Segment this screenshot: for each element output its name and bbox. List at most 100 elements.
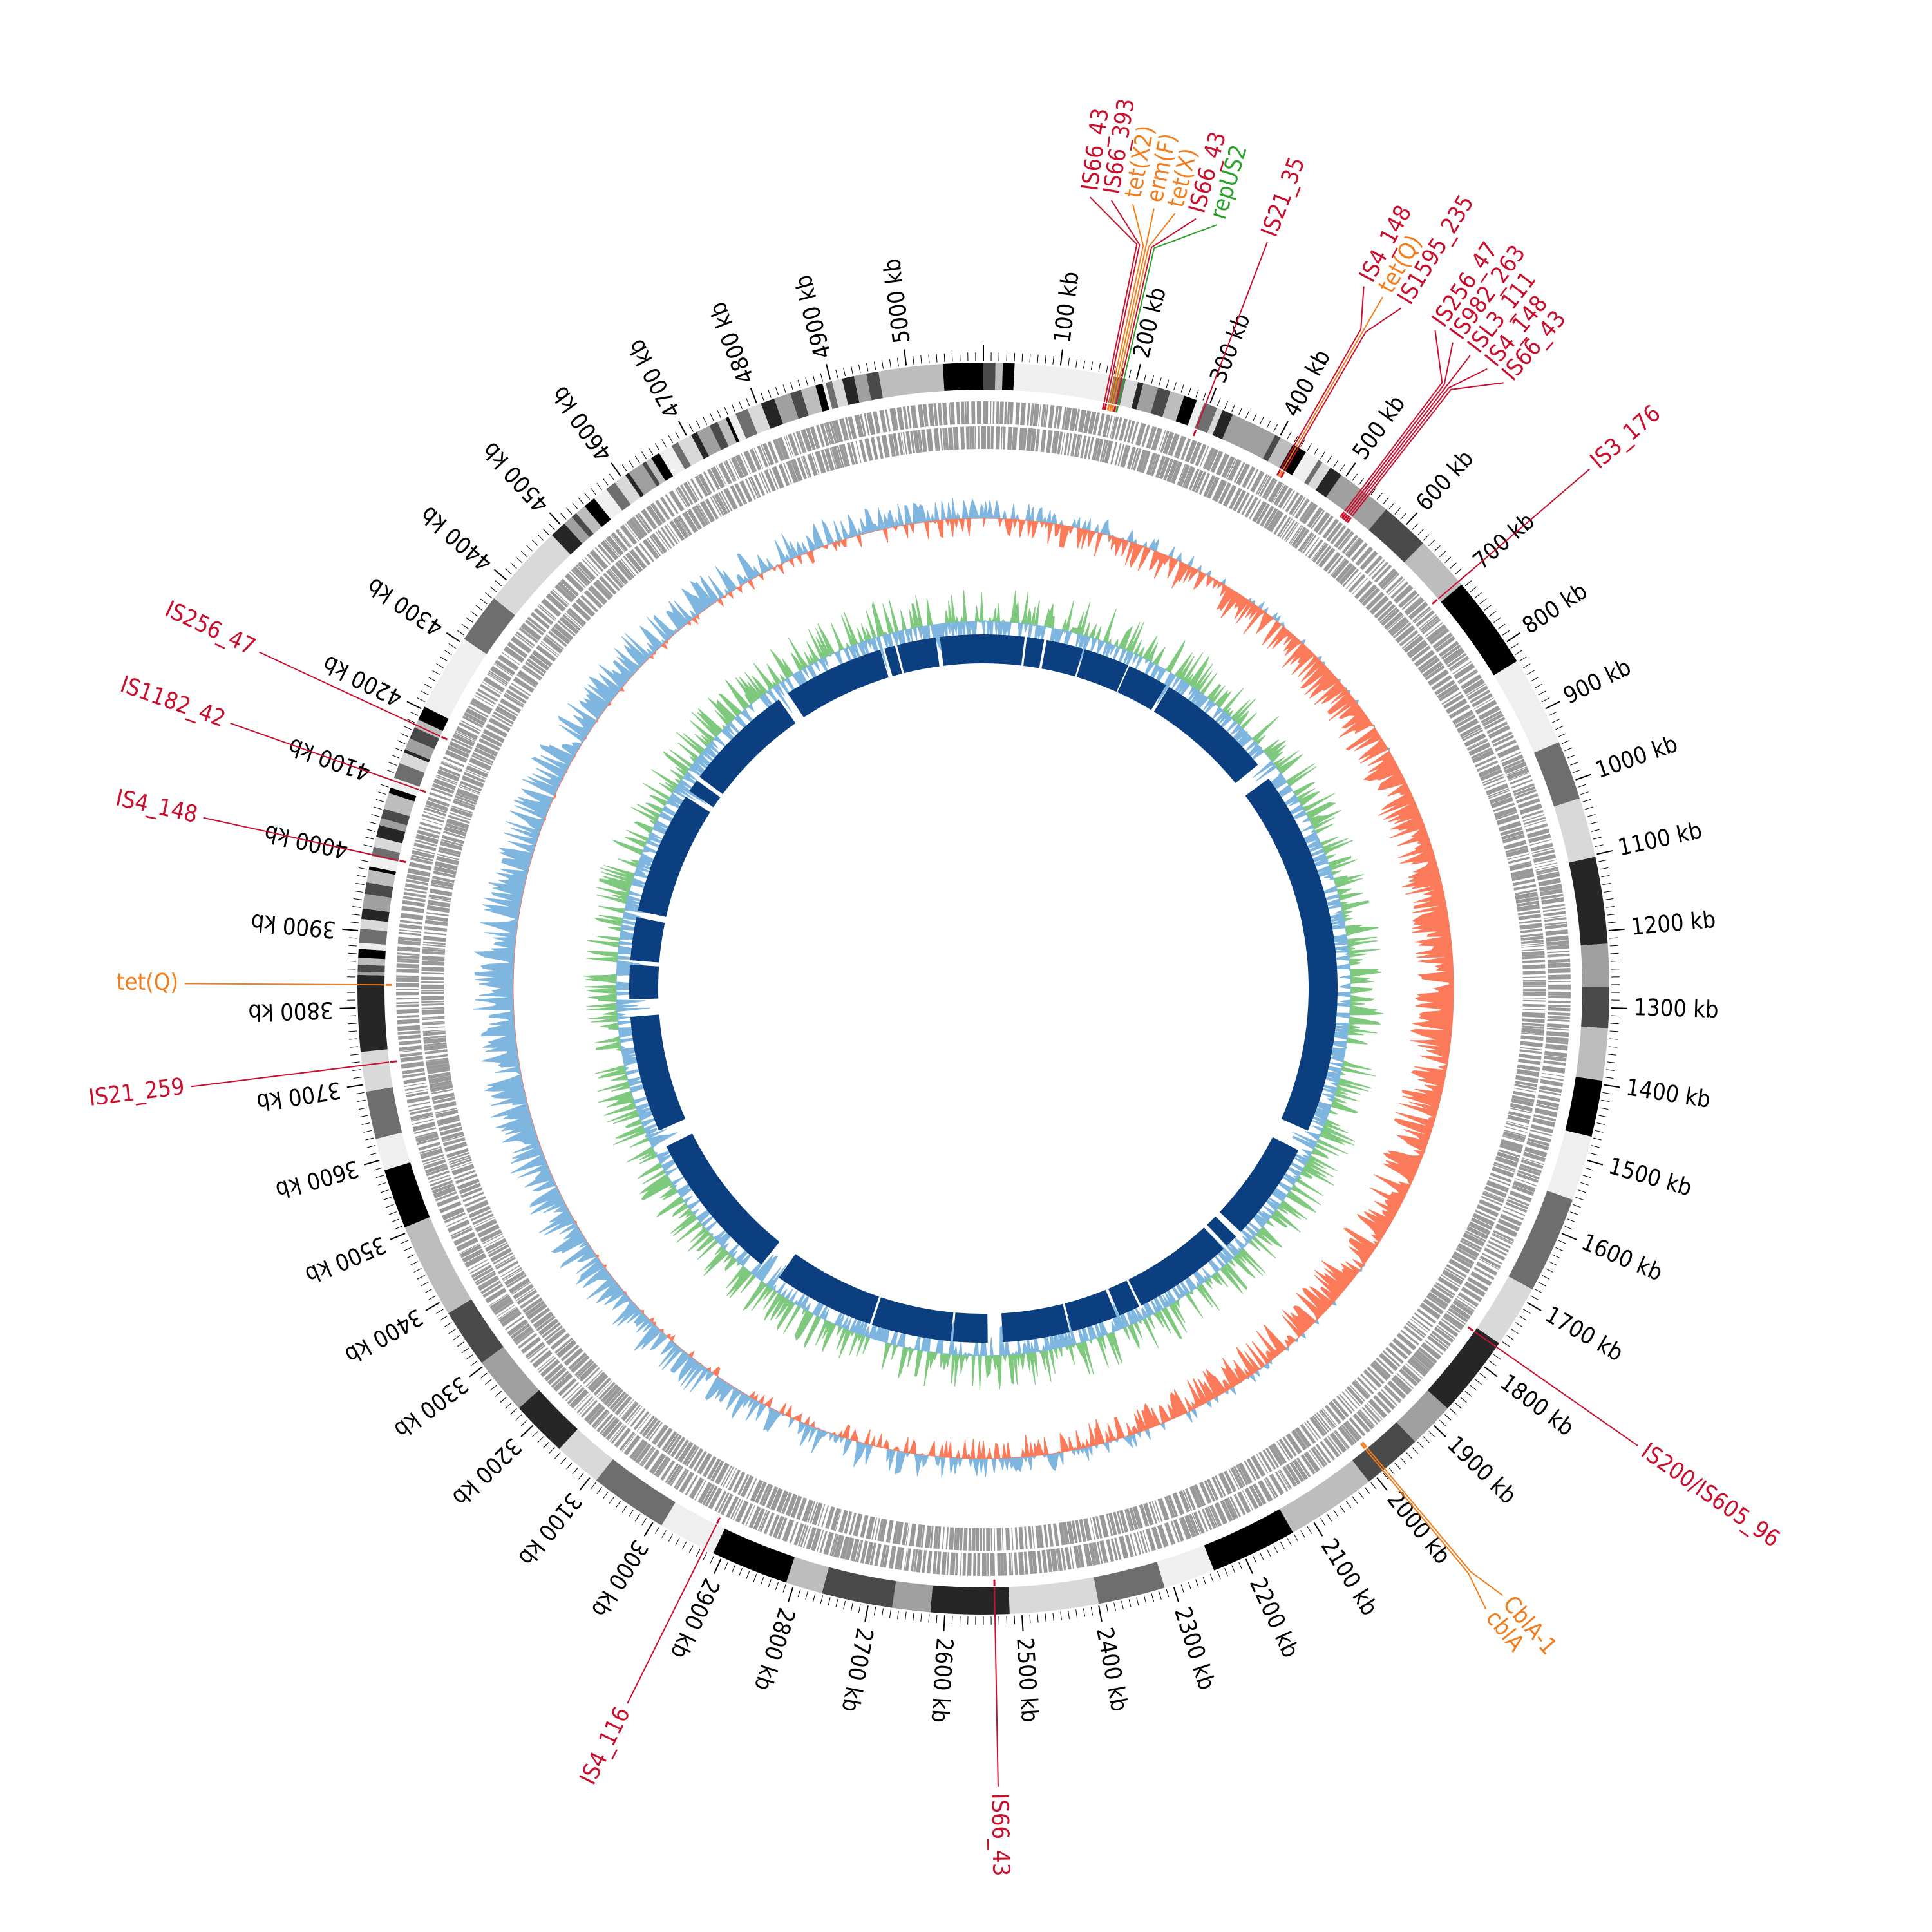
cds-feature (396, 977, 419, 983)
contig-segment (361, 908, 390, 922)
tick-mark (400, 733, 409, 737)
cds-feature (1315, 1443, 1331, 1464)
cds-feature (1035, 1525, 1041, 1548)
cds-feature (430, 1084, 453, 1092)
cds-feature (1496, 814, 1520, 826)
cds-feature (1522, 1003, 1546, 1007)
tick-mark (369, 1152, 378, 1156)
cds-feature (471, 697, 493, 713)
cds-feature (1071, 1520, 1078, 1544)
contig-segment (576, 506, 602, 534)
cds-feature (422, 1021, 445, 1026)
feature-leader-line (1282, 296, 1383, 471)
cds-feature (1256, 1454, 1269, 1474)
cds-feature (1074, 408, 1081, 431)
cds-feature (460, 781, 482, 792)
tick-mark (444, 650, 452, 656)
cds-feature (910, 405, 918, 428)
cds-feature (1334, 1430, 1350, 1449)
cds-feature (844, 1537, 855, 1560)
cds-feature (545, 1327, 567, 1346)
cds-feature (1450, 658, 1470, 672)
contig-segment (404, 738, 435, 760)
cds-feature (1540, 1079, 1564, 1087)
contig-segment (375, 824, 406, 844)
cds-feature (547, 1367, 567, 1385)
cds-feature (577, 561, 596, 581)
cds-feature (1136, 449, 1148, 473)
cds-feature (1478, 705, 1501, 721)
cds-feature (997, 1553, 1001, 1576)
cds-feature (600, 1416, 616, 1435)
tick-mark (353, 1077, 362, 1079)
cds-feature (956, 1527, 960, 1551)
cds-feature (597, 544, 614, 563)
feature-leader-line (627, 1524, 717, 1704)
tick-mark (428, 1295, 436, 1300)
cds-feature (1268, 1444, 1284, 1466)
tick-mark (805, 377, 808, 386)
cds-feature (746, 1477, 757, 1499)
feature-leader-line (1349, 368, 1488, 516)
tick-mark (943, 353, 945, 362)
cds-feature (1142, 1530, 1150, 1553)
tick-mark (1455, 1403, 1462, 1409)
cds-feature (582, 1367, 600, 1385)
cds-feature (455, 795, 477, 806)
cds-feature (886, 1520, 894, 1543)
cds-feature (1434, 1326, 1454, 1343)
cds-feature (686, 1446, 699, 1467)
cds-feature (1003, 1553, 1007, 1576)
cds-feature (620, 558, 636, 576)
cds-feature (1300, 533, 1315, 553)
cds-feature (1043, 404, 1047, 428)
cds-feature (942, 1526, 945, 1549)
cds-feature (1092, 437, 1100, 461)
cds-feature (625, 552, 643, 573)
cds-feature (1520, 1041, 1543, 1048)
cds-feature (1443, 694, 1464, 709)
cds-feature (1522, 1018, 1545, 1023)
cds-feature (422, 941, 446, 945)
cds-feature (1084, 436, 1091, 459)
cds-feature (565, 573, 584, 592)
cds-feature (651, 1424, 666, 1443)
cds-feature (1047, 1524, 1054, 1547)
cds-feature (544, 1325, 564, 1341)
cds-feature (816, 424, 825, 448)
cds-feature (1522, 955, 1545, 960)
cds-feature (1327, 1435, 1342, 1455)
cds-feature (1113, 1511, 1121, 1535)
cds-feature (965, 426, 970, 450)
contig-segment (625, 473, 645, 498)
cds-feature (1131, 421, 1139, 444)
cds-feature (665, 1463, 679, 1484)
tick-mark (1021, 353, 1023, 362)
cds-feature (1246, 1458, 1261, 1480)
tick-mark (1083, 360, 1086, 369)
cds-feature (1461, 727, 1482, 739)
cds-feature (918, 404, 925, 428)
cds-feature (473, 747, 496, 761)
cds-feature (404, 888, 427, 894)
cds-feature (907, 406, 912, 429)
tick-mark (1609, 1030, 1618, 1032)
cds-feature (1407, 1360, 1426, 1377)
cds-feature (744, 478, 757, 500)
cds-feature (1522, 951, 1545, 957)
cds-feature (421, 984, 444, 990)
tick-mark (1014, 353, 1016, 362)
contig-segment (368, 866, 396, 875)
cds-feature (451, 737, 473, 750)
tick-mark (1266, 421, 1271, 429)
tick-mark (1567, 1218, 1576, 1223)
conserved-block (1245, 778, 1338, 1131)
tick-mark (1497, 623, 1506, 629)
tick-mark (1602, 1092, 1611, 1095)
tick-mark (1561, 740, 1570, 744)
cds-feature (960, 1553, 962, 1576)
cds-feature (511, 682, 531, 696)
cds-feature (968, 1528, 971, 1551)
cds-feature (565, 610, 585, 627)
cds-feature (1452, 661, 1472, 675)
